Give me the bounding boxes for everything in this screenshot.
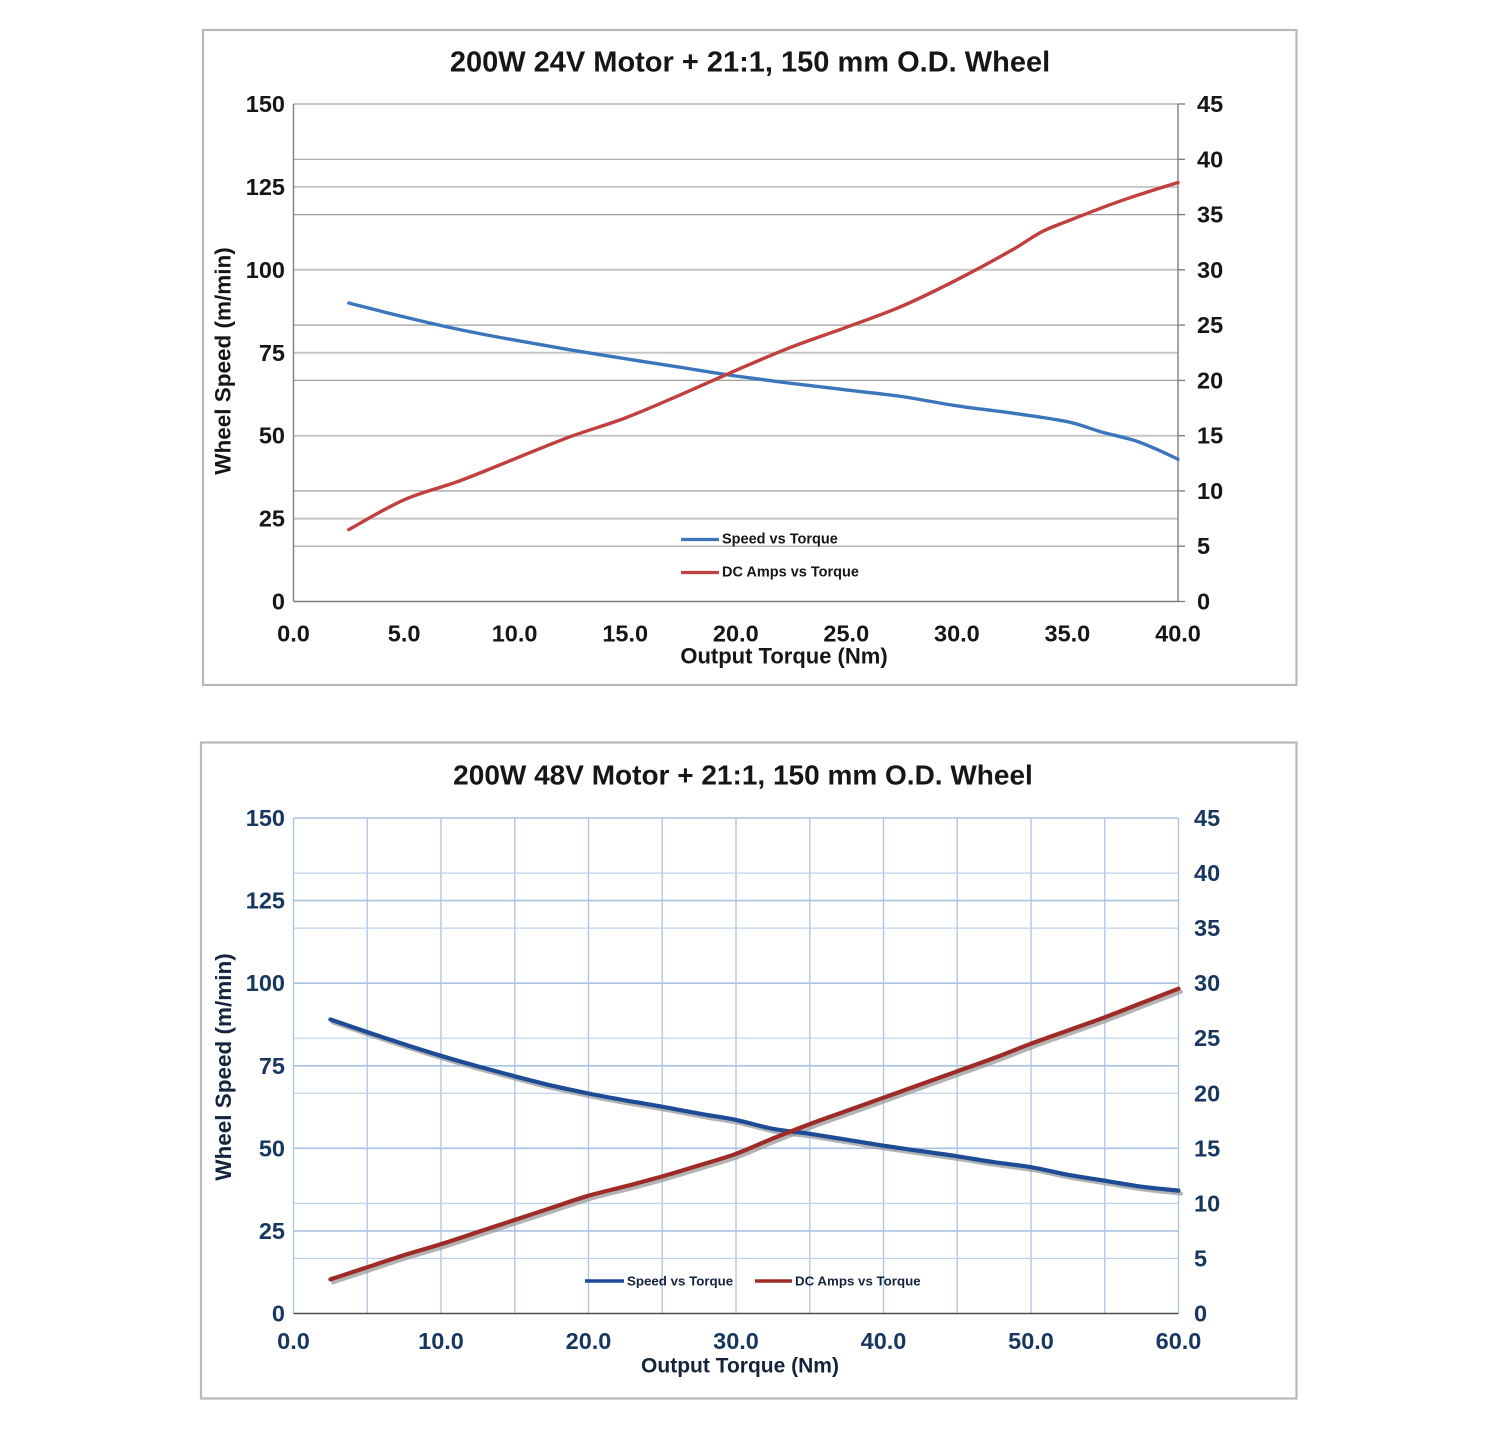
svg-text:200W 48V Motor + 21:1, 150 mm: 200W 48V Motor + 21:1, 150 mm O.D. Wheel xyxy=(453,760,1033,791)
svg-text:15: 15 xyxy=(1197,423,1223,449)
svg-text:0.0: 0.0 xyxy=(277,1328,310,1354)
svg-text:25: 25 xyxy=(259,506,285,532)
svg-text:10.0: 10.0 xyxy=(492,621,538,647)
svg-text:10: 10 xyxy=(1197,478,1223,504)
svg-text:5: 5 xyxy=(1194,1245,1207,1271)
svg-text:Output Torque (Nm): Output Torque (Nm) xyxy=(641,1355,839,1378)
svg-text:50: 50 xyxy=(259,1135,285,1161)
svg-text:20.0: 20.0 xyxy=(566,1328,612,1354)
svg-text:20: 20 xyxy=(1194,1080,1220,1106)
svg-text:30.0: 30.0 xyxy=(713,1328,759,1354)
svg-text:20.0: 20.0 xyxy=(713,621,759,647)
svg-text:25: 25 xyxy=(1194,1025,1220,1051)
svg-text:50.0: 50.0 xyxy=(1008,1328,1054,1354)
svg-text:30: 30 xyxy=(1194,970,1220,996)
svg-text:50: 50 xyxy=(259,423,285,449)
svg-text:DC Amps vs Torque: DC Amps vs Torque xyxy=(722,565,859,581)
svg-text:200W 24V Motor + 21:1, 150 mm: 200W 24V Motor + 21:1, 150 mm O.D. Wheel xyxy=(450,47,1050,79)
svg-text:40.0: 40.0 xyxy=(1155,621,1201,647)
svg-text:Speed vs Torque: Speed vs Torque xyxy=(722,532,838,548)
svg-text:Wheel Speed (m/min): Wheel Speed (m/min) xyxy=(211,953,236,1181)
svg-text:0.0: 0.0 xyxy=(277,621,310,647)
svg-text:125: 125 xyxy=(246,174,285,200)
svg-text:25: 25 xyxy=(1197,312,1223,338)
svg-text:35: 35 xyxy=(1194,915,1220,941)
svg-text:40: 40 xyxy=(1194,860,1220,886)
svg-text:0: 0 xyxy=(1194,1301,1207,1327)
svg-text:25.0: 25.0 xyxy=(823,621,869,647)
svg-text:20: 20 xyxy=(1197,367,1223,393)
svg-text:100: 100 xyxy=(246,257,285,283)
svg-text:Output Torque (Nm): Output Torque (Nm) xyxy=(680,644,887,669)
svg-text:75: 75 xyxy=(259,1053,285,1079)
svg-text:45: 45 xyxy=(1194,805,1220,831)
svg-text:40: 40 xyxy=(1197,146,1223,172)
svg-text:0: 0 xyxy=(272,1301,285,1327)
svg-text:5: 5 xyxy=(1197,533,1210,559)
svg-text:30.0: 30.0 xyxy=(934,621,980,647)
svg-text:0: 0 xyxy=(1197,589,1210,615)
svg-text:15.0: 15.0 xyxy=(602,621,648,647)
svg-text:10.0: 10.0 xyxy=(418,1328,464,1354)
svg-text:15: 15 xyxy=(1194,1135,1220,1161)
svg-text:60.0: 60.0 xyxy=(1156,1328,1202,1354)
svg-text:DC Amps vs Torque: DC Amps vs Torque xyxy=(795,1274,921,1289)
svg-text:25: 25 xyxy=(259,1218,285,1244)
svg-text:35: 35 xyxy=(1197,202,1223,228)
svg-text:0: 0 xyxy=(272,589,285,615)
svg-text:30: 30 xyxy=(1197,257,1223,283)
svg-text:75: 75 xyxy=(259,340,285,366)
svg-text:45: 45 xyxy=(1197,91,1223,117)
svg-text:150: 150 xyxy=(246,91,285,117)
svg-text:40.0: 40.0 xyxy=(861,1328,907,1354)
svg-text:100: 100 xyxy=(246,970,285,996)
svg-text:150: 150 xyxy=(246,805,285,831)
svg-text:Wheel Speed (m/min): Wheel Speed (m/min) xyxy=(211,247,236,475)
svg-text:10: 10 xyxy=(1194,1190,1220,1216)
svg-text:125: 125 xyxy=(246,888,285,914)
svg-text:5.0: 5.0 xyxy=(388,621,421,647)
svg-text:35.0: 35.0 xyxy=(1045,621,1091,647)
svg-text:Speed vs Torque: Speed vs Torque xyxy=(627,1274,733,1289)
